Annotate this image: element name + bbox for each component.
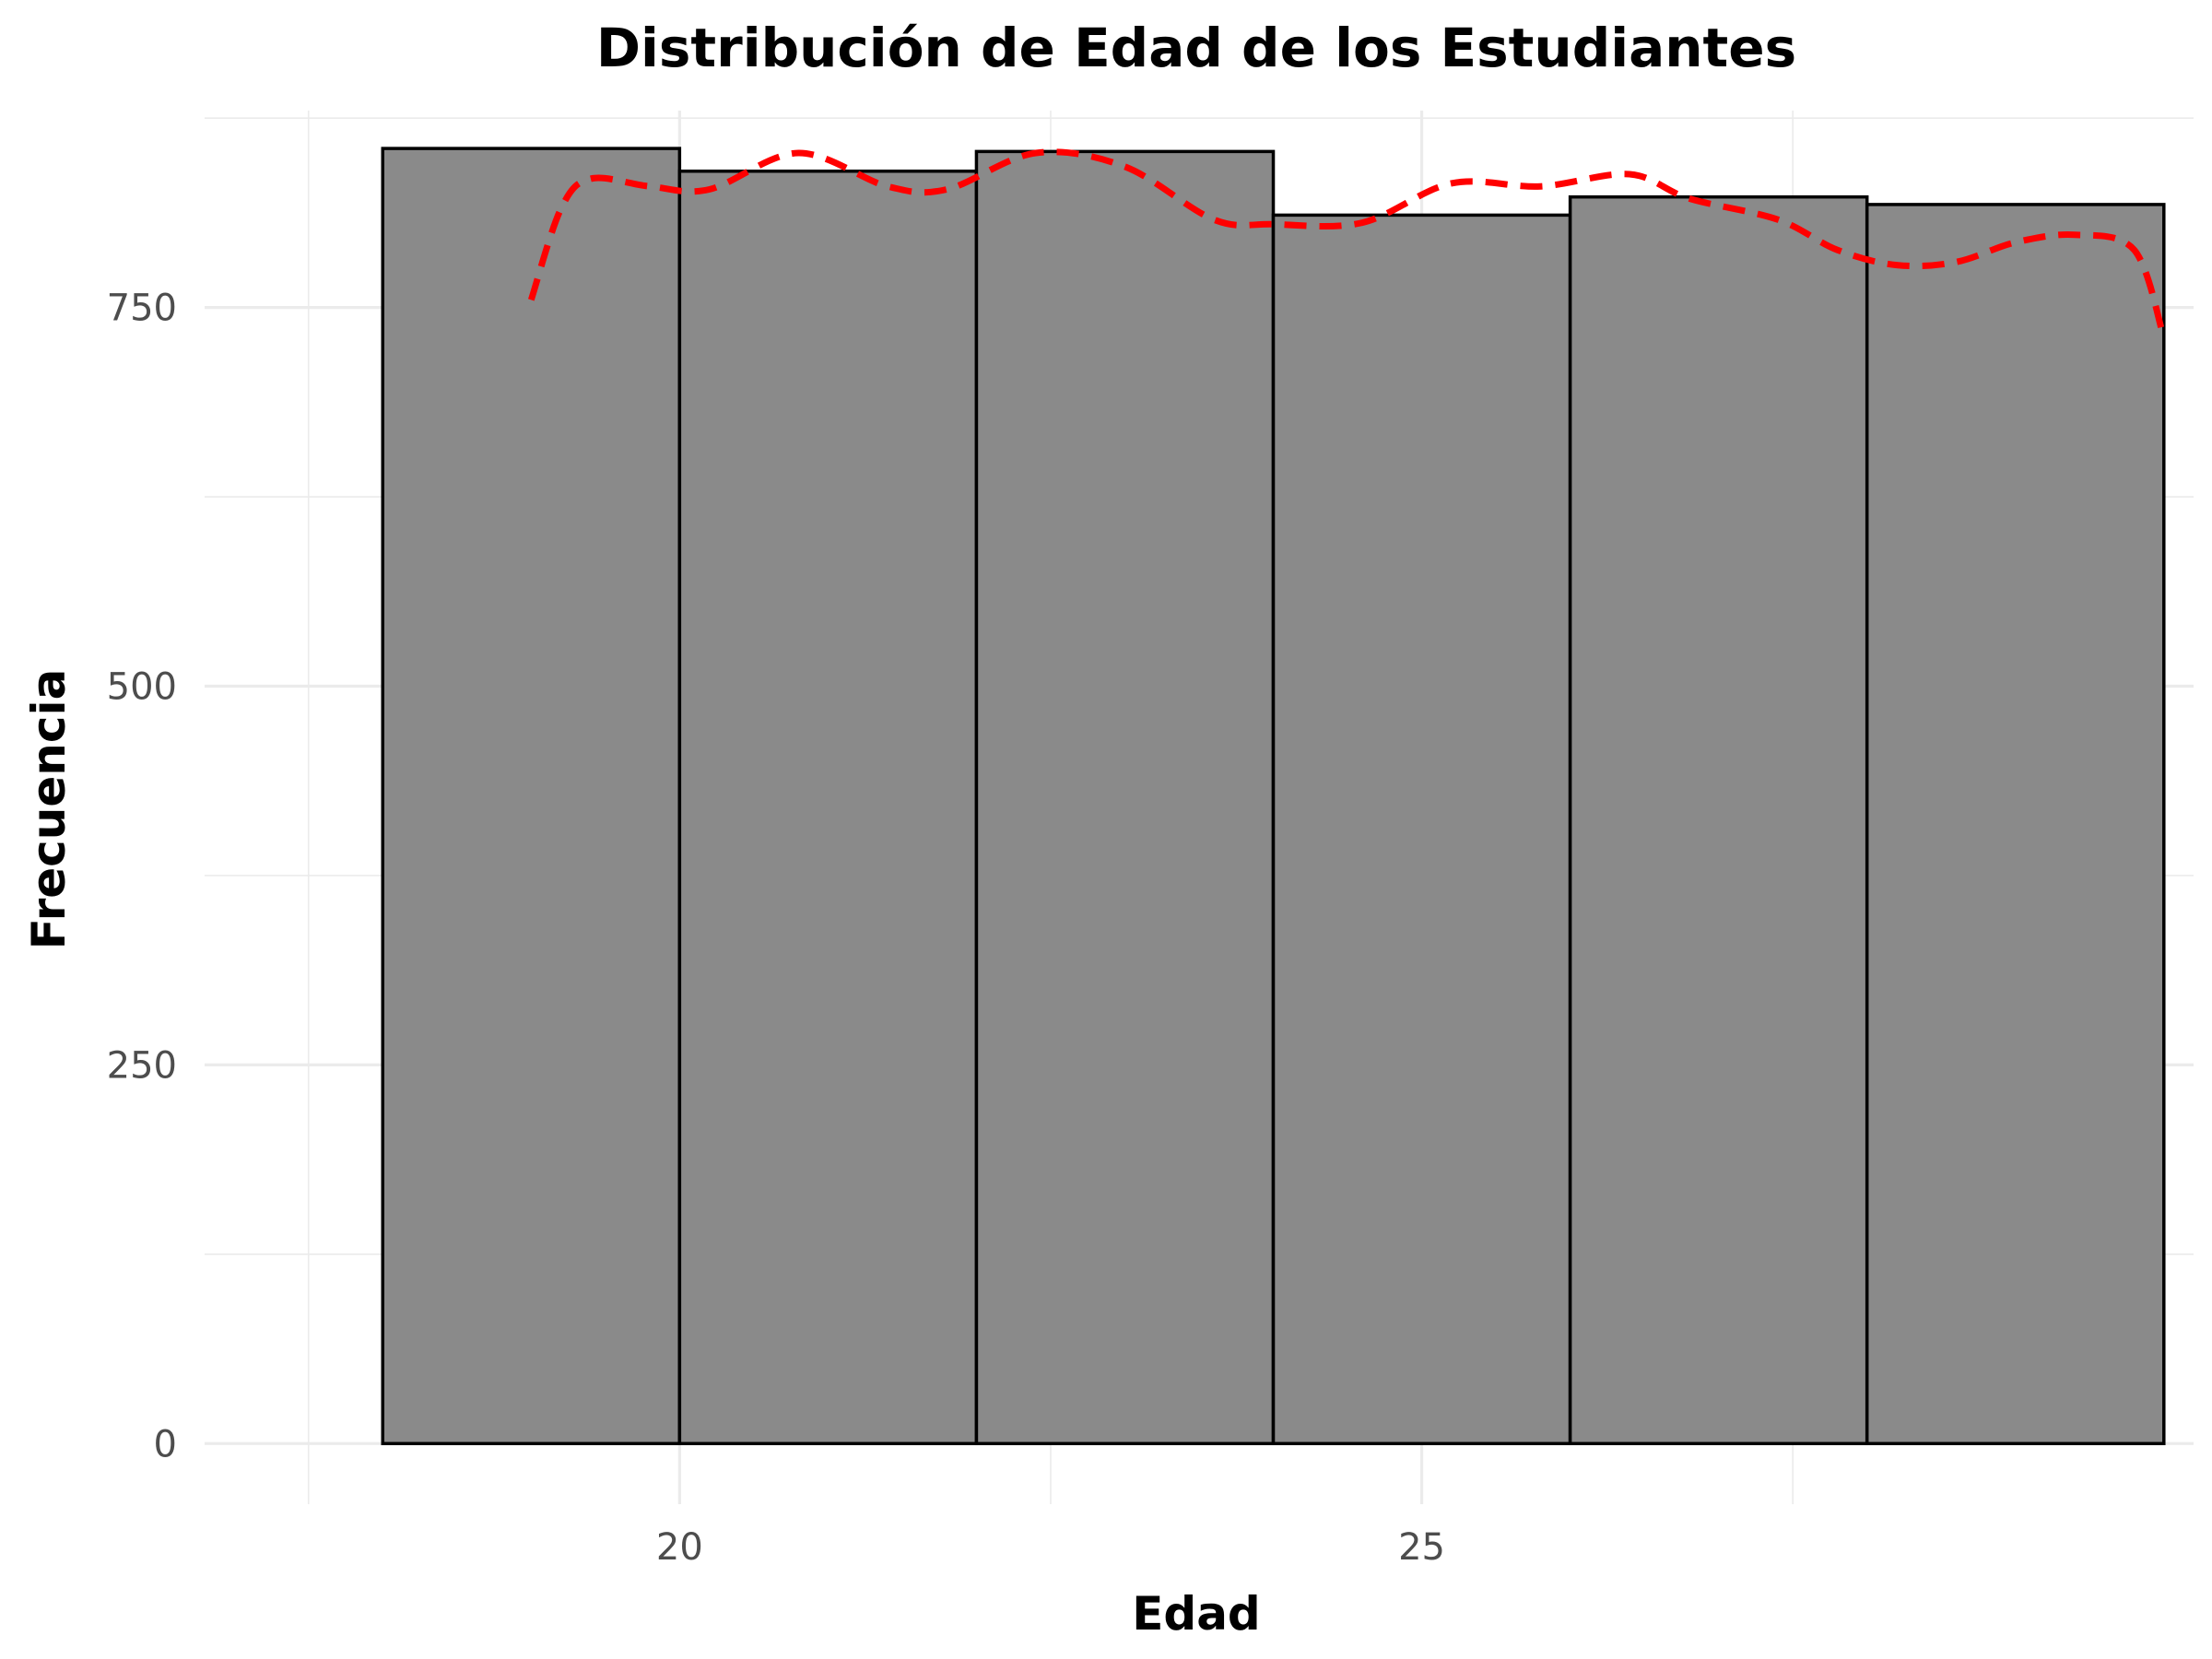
y-tick-label: 0 (154, 1423, 177, 1465)
y-tick-label: 750 (107, 288, 177, 330)
y-tick-label: 500 (107, 666, 177, 709)
y-axis-title: Frecuencia (22, 669, 76, 950)
x-tick-label: 25 (1398, 1526, 1445, 1569)
x-tick-label: 20 (656, 1526, 703, 1569)
histogram-bar (1271, 213, 1572, 1446)
histogram-bar (1865, 203, 2166, 1446)
chart-title: Distribución de Edad de los Estudiantes (596, 17, 1796, 79)
histogram-bar (677, 169, 979, 1446)
histogram-bar (1568, 194, 1869, 1446)
histogram-bars (381, 147, 2166, 1446)
histogram-bar (381, 147, 682, 1446)
x-axis-title: Edad (1132, 1587, 1260, 1641)
tick-labels: 0 250 500 750 20 25 (107, 288, 1445, 1569)
y-tick-label: 250 (107, 1044, 177, 1087)
histogram-bar (974, 149, 1276, 1446)
